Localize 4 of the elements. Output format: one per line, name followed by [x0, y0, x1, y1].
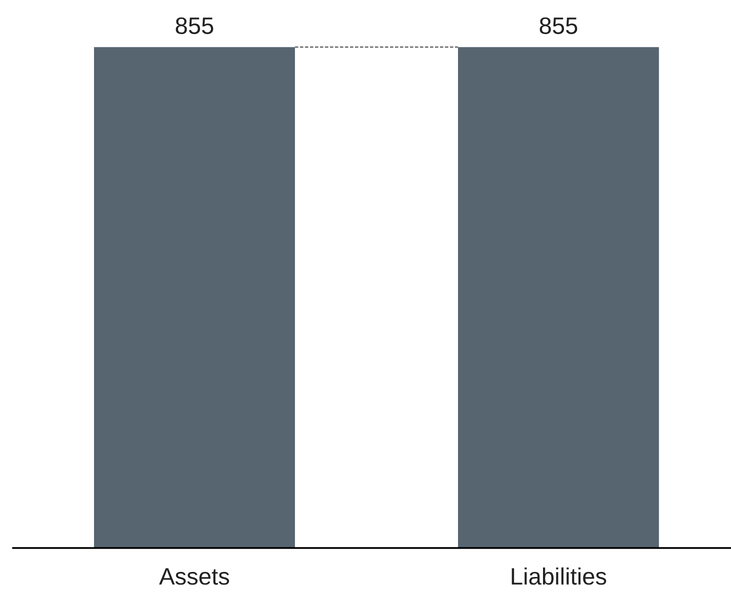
data-label: 855	[176, 17, 214, 34]
x-tick-label: Liabilities	[512, 567, 606, 585]
data-label: 855	[540, 17, 578, 34]
x-tick-label: Assets	[159, 568, 230, 585]
